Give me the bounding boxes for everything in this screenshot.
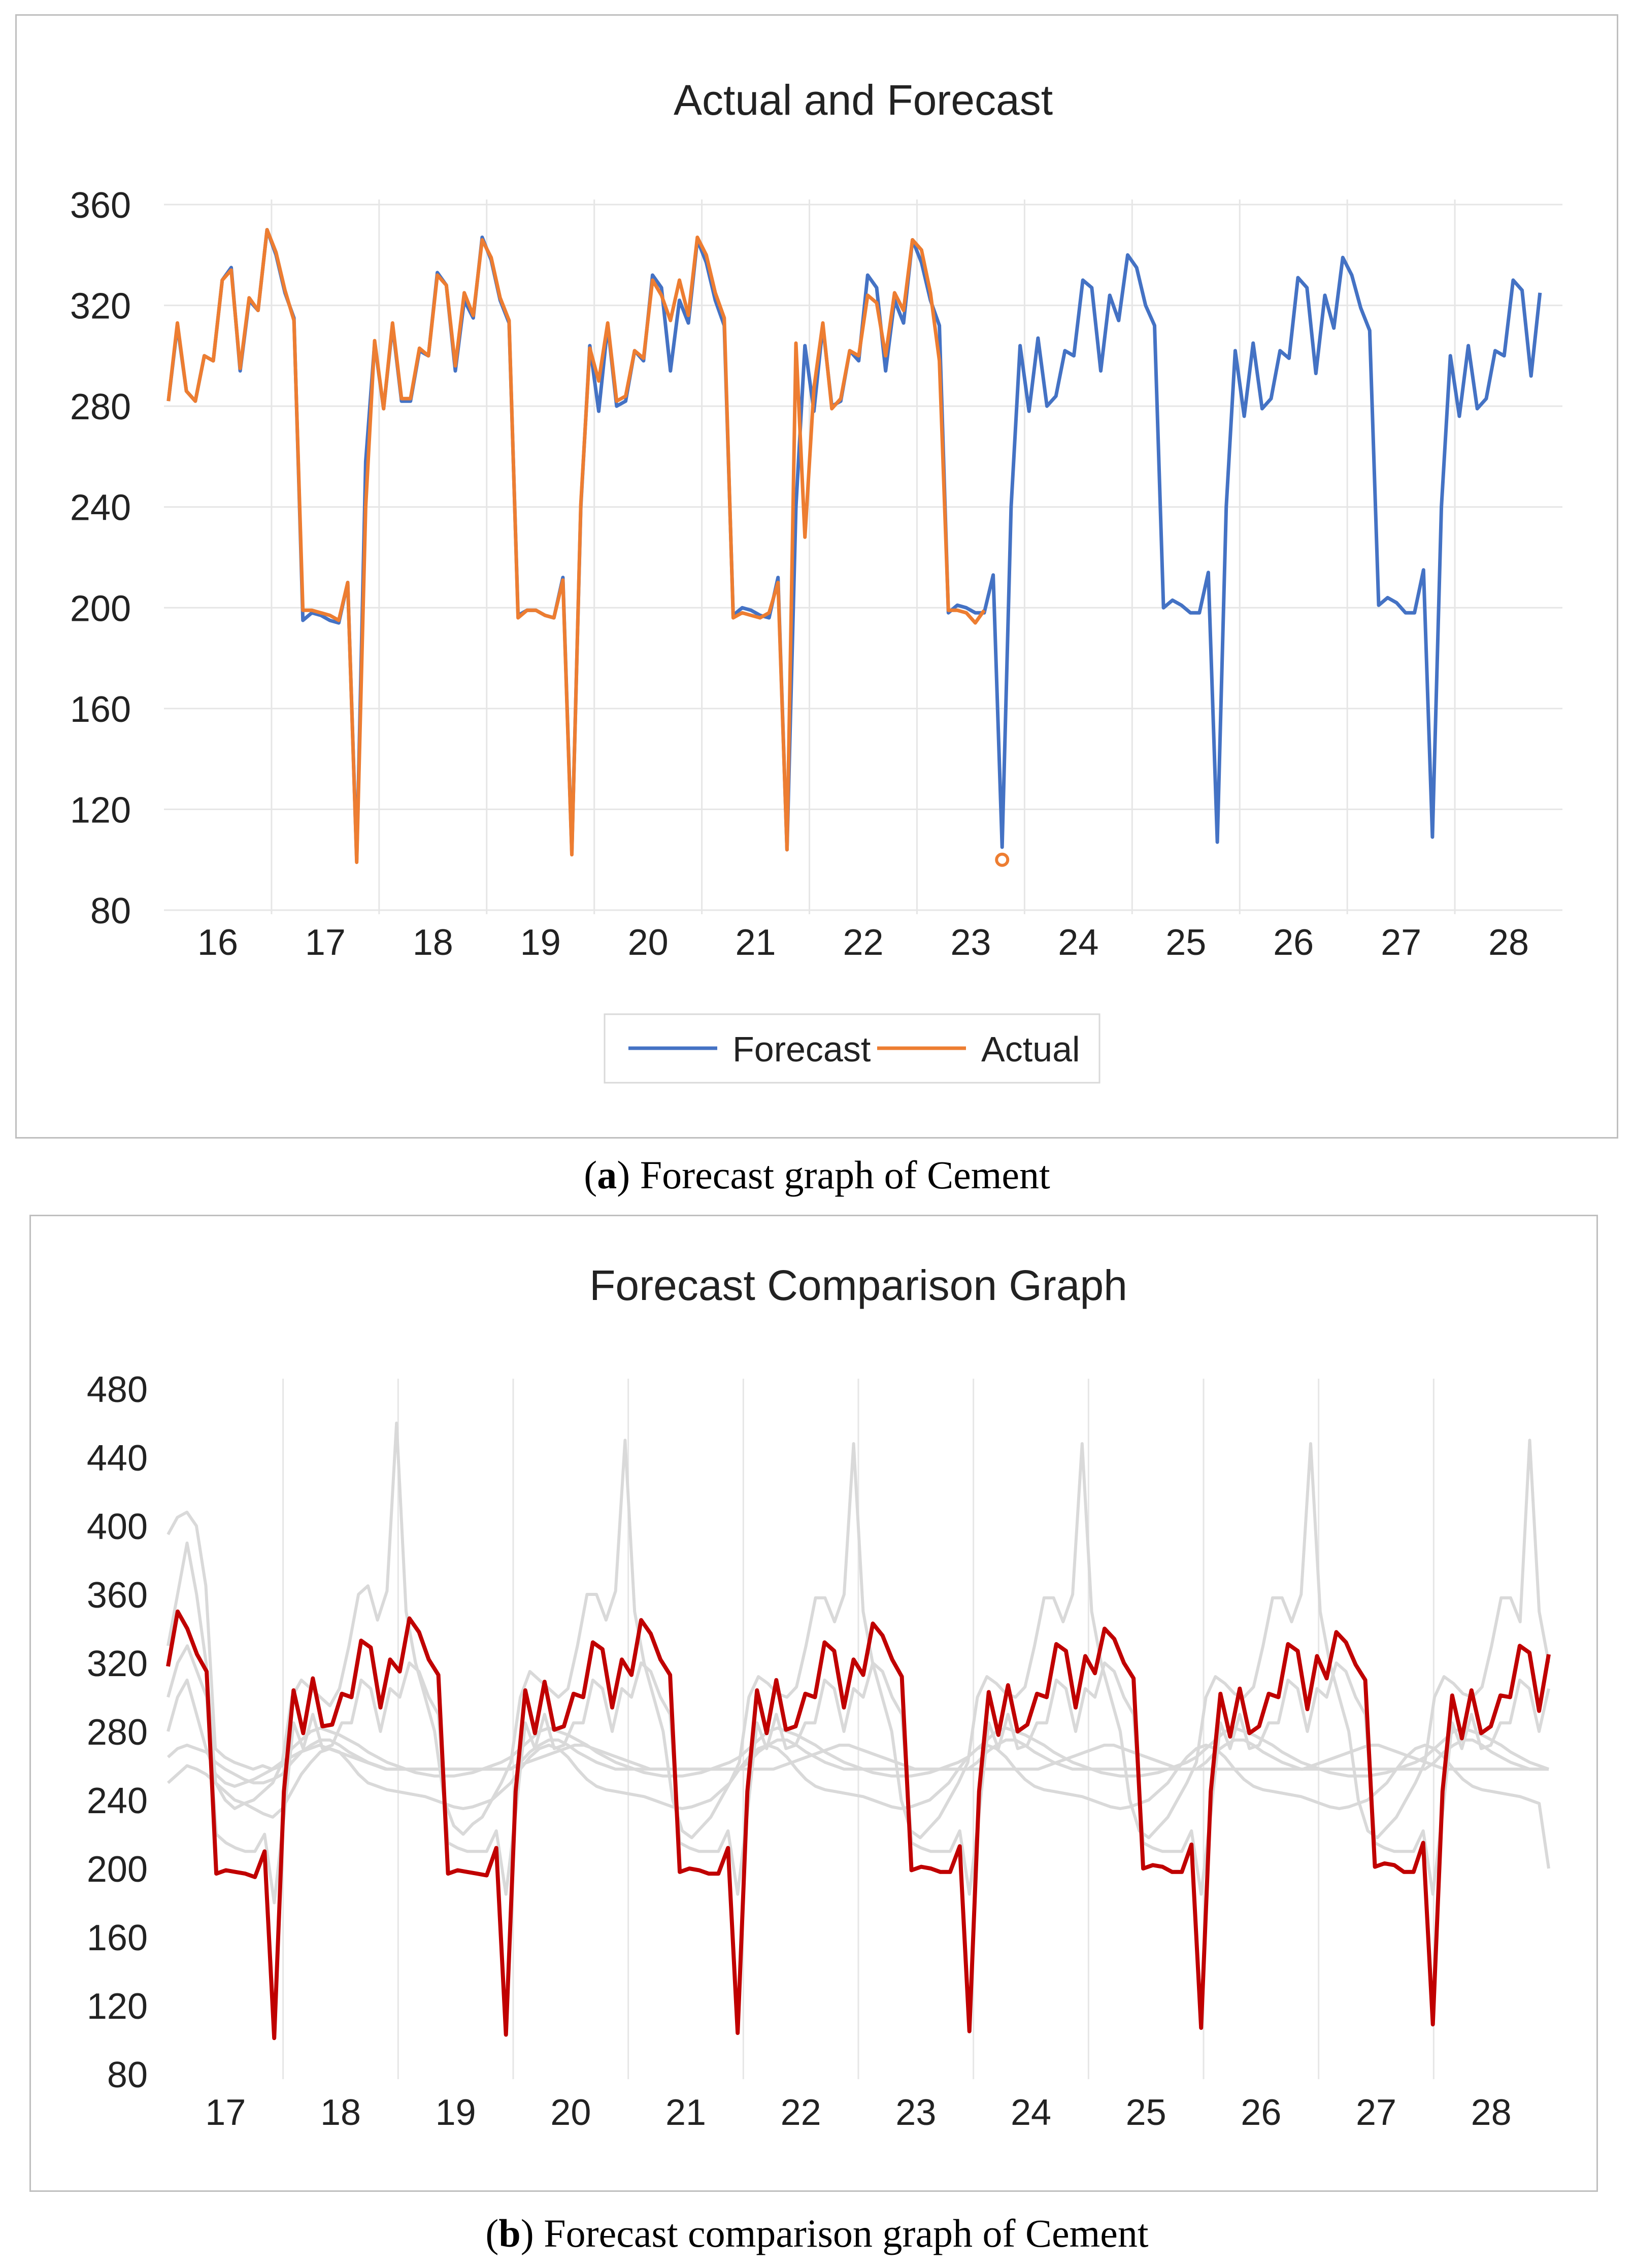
chart-actual-forecast: Actual and Forecast 80 120 160 200 240 280 320 3…: [70, 76, 1562, 1084]
x-tick-label: 23: [950, 922, 991, 963]
y-tick-label: 440: [87, 1438, 148, 1479]
y-tick-label: 240: [70, 488, 131, 528]
legend-label-actual: Actual: [981, 1029, 1080, 1069]
y-tick-label: 80: [90, 891, 131, 931]
caption-a-letter: a: [597, 1153, 617, 1197]
y-tick-label: 280: [87, 1712, 148, 1753]
y-tick-label: 320: [70, 286, 131, 327]
legend: Forecast Actual: [604, 1013, 1101, 1084]
x-tick-label: 16: [197, 922, 238, 963]
chart-panel-actual-forecast: Actual and Forecast 80 120 160 200 240 280 320 3…: [15, 14, 1618, 1139]
y-tick-label: 320: [87, 1644, 148, 1684]
candidate-line-5: [166, 1644, 1550, 1905]
chart-panel-forecast-comparison: Forecast Comparison Graph 80 120 160 200 240 2…: [29, 1215, 1598, 2192]
x-tick-label: 21: [665, 2092, 706, 2133]
chart-title: Actual and Forecast: [674, 76, 1053, 124]
y-tick-label: 480: [87, 1370, 148, 1410]
selected-forecast-line: [166, 1609, 1551, 2041]
chart-title: Forecast Comparison Graph: [589, 1261, 1127, 1309]
x-tick-label: 20: [628, 922, 669, 963]
x-tick-label: 24: [1058, 922, 1098, 963]
y-tick-label: 200: [70, 588, 131, 629]
actual-outlier-point: [995, 852, 1010, 867]
x-tick-label: 26: [1241, 2092, 1281, 2133]
y-tick-label: 240: [87, 1781, 148, 1821]
x-tick-label: 23: [895, 2092, 936, 2133]
x-tick-label: 25: [1165, 922, 1206, 963]
x-tick-label: 18: [320, 2092, 361, 2133]
y-tick-label: 160: [87, 1918, 148, 1958]
candidate-line-6: [167, 1738, 1549, 1785]
x-tick-label: 20: [550, 2092, 591, 2133]
caption-b-text: Forecast comparison graph of Cement: [544, 2211, 1149, 2255]
y-tick-label: 400: [87, 1507, 148, 1547]
x-tick-label: 19: [436, 2092, 476, 2133]
y-tick-label: 200: [87, 1849, 148, 1890]
chart-forecast-comparison: Forecast Comparison Graph 80 120 160 200 240 2…: [87, 1261, 1551, 2133]
x-tick-label: 22: [843, 922, 883, 963]
series-line-actual: [166, 228, 986, 864]
x-tick-label: 19: [520, 922, 561, 963]
candidate-line-2: [166, 1421, 1550, 1840]
y-tick-label: 160: [70, 689, 131, 730]
candidate-line-4: [166, 1744, 1550, 1869]
y-tick-label: 360: [87, 1575, 148, 1616]
x-tick-label: 25: [1126, 2092, 1166, 2133]
x-tick-label: 28: [1471, 2092, 1512, 2133]
x-tick-label: 27: [1381, 922, 1421, 963]
caption-a: (a) Forecast graph of Cement: [584, 1153, 1050, 1197]
caption-b-letter: b: [498, 2211, 521, 2255]
x-tick-label: 24: [1011, 2092, 1051, 2133]
x-tick-label: 27: [1356, 2092, 1396, 2133]
caption-b: (b) Forecast comparison graph of Cement: [485, 2211, 1149, 2255]
y-tick-label: 80: [107, 2055, 148, 2095]
y-tick-label: 120: [87, 1986, 148, 2027]
legend-label-forecast: Forecast: [732, 1029, 871, 1069]
x-tick-label: 17: [305, 922, 346, 963]
x-tick-label: 26: [1273, 922, 1314, 963]
series-line-forecast: [166, 228, 1542, 862]
caption-a-text: Forecast graph of Cement: [640, 1153, 1050, 1197]
y-tick-label: 120: [70, 790, 131, 830]
x-tick-label: 22: [781, 2092, 821, 2133]
y-tick-label: 280: [70, 387, 131, 427]
x-tick-label: 21: [736, 922, 776, 963]
x-tick-label: 28: [1488, 922, 1529, 963]
x-tick-label: 17: [205, 2092, 246, 2133]
y-tick-label: 360: [70, 185, 131, 226]
x-tick-label: 18: [413, 922, 453, 963]
